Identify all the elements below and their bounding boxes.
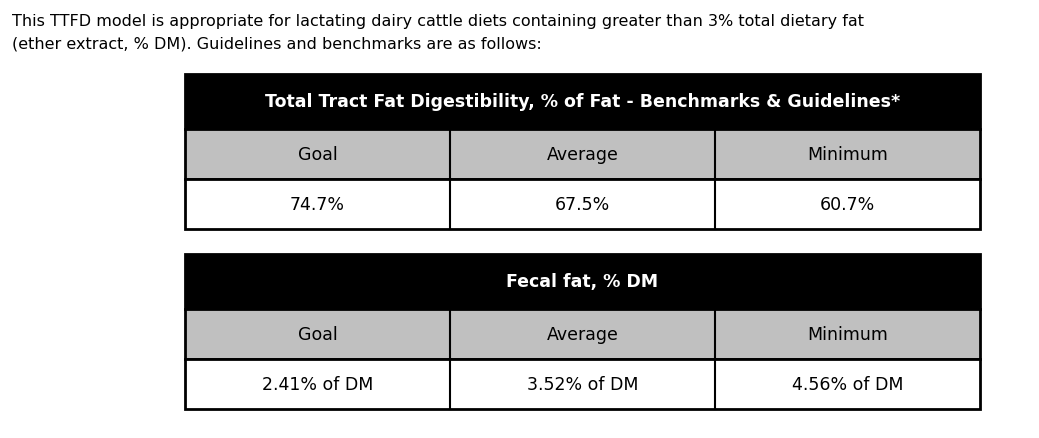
Text: Goal: Goal: [297, 146, 338, 164]
Text: Average: Average: [547, 325, 618, 343]
Text: 74.7%: 74.7%: [290, 195, 345, 213]
Text: 67.5%: 67.5%: [555, 195, 610, 213]
Text: Minimum: Minimum: [807, 146, 888, 164]
Text: Total Tract Fat Digestibility, % of Fat - Benchmarks & Guidelines*: Total Tract Fat Digestibility, % of Fat …: [265, 93, 900, 111]
Text: 60.7%: 60.7%: [820, 195, 875, 213]
Text: Fecal fat, % DM: Fecal fat, % DM: [506, 273, 659, 291]
Text: 3.52% of DM: 3.52% of DM: [527, 375, 638, 393]
Bar: [185, 309, 980, 359]
Text: Minimum: Minimum: [807, 325, 888, 343]
Text: 4.56% of DM: 4.56% of DM: [792, 375, 903, 393]
Text: This TTFD model is appropriate for lactating dairy cattle diets containing great: This TTFD model is appropriate for lacta…: [12, 14, 864, 51]
Bar: [185, 130, 980, 180]
Bar: [185, 180, 980, 230]
Text: Goal: Goal: [297, 325, 338, 343]
Bar: [185, 254, 980, 309]
Text: 2.41% of DM: 2.41% of DM: [262, 375, 373, 393]
Bar: [185, 75, 980, 130]
Text: Average: Average: [547, 146, 618, 164]
Bar: [185, 359, 980, 409]
